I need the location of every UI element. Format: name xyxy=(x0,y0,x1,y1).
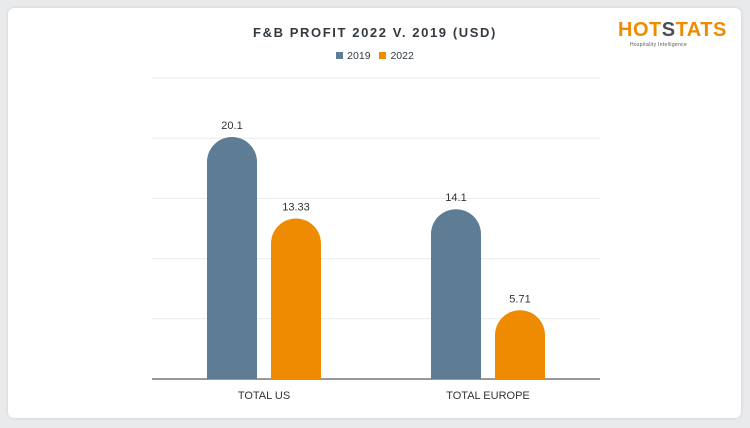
logo-text-left: HOT xyxy=(618,19,662,41)
x-tick-label-1: TOTAL EUROPE xyxy=(446,390,530,402)
chart-legend: 2019 2022 xyxy=(0,50,750,62)
data-label-2019-1: 14.1 xyxy=(445,192,466,204)
hotstats-logo: HOTSTATS Hospitality Intelligence xyxy=(618,20,728,48)
legend-label-2022: 2022 xyxy=(390,50,414,62)
legend-item-2022[interactable]: 2022 xyxy=(379,50,414,62)
data-label-2019-0: 20.1 xyxy=(221,120,242,132)
bar-2019-1 xyxy=(431,209,481,379)
legend-swatch-2022 xyxy=(379,52,387,59)
bar-2022-0 xyxy=(271,218,321,379)
legend-item-2019[interactable]: 2019 xyxy=(336,50,371,62)
data-label-2022-1: 5.71 xyxy=(509,293,530,305)
x-tick-label-0: TOTAL US xyxy=(238,390,290,402)
legend-swatch-2019 xyxy=(336,52,344,59)
data-label-2022-0: 13.33 xyxy=(282,202,310,214)
legend-label-2019: 2019 xyxy=(347,50,371,62)
chart-title: F&B PROFIT 2022 V. 2019 (USD) xyxy=(253,25,497,40)
logo-text-right: TATS xyxy=(675,19,727,41)
bar-2019-0 xyxy=(207,136,257,379)
logo-text-highlight: S xyxy=(661,19,676,41)
bar-2022-1 xyxy=(495,310,545,379)
logo-tagline: Hospitality Intelligence xyxy=(630,42,687,48)
chart-card xyxy=(8,8,741,418)
